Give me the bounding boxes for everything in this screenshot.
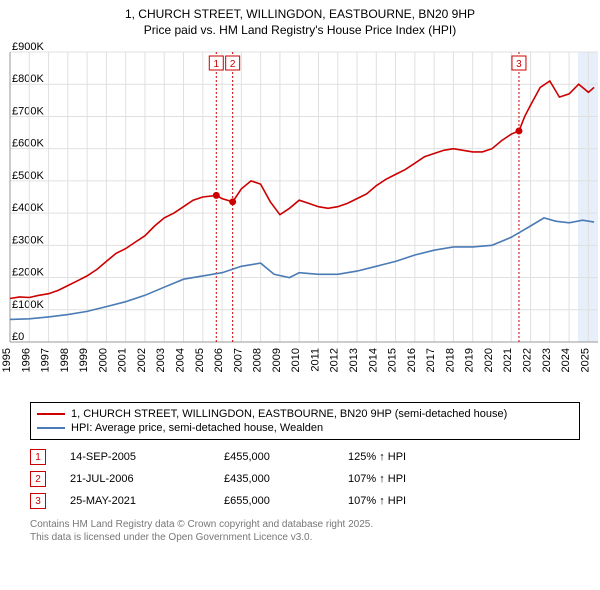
svg-text:£300K: £300K bbox=[12, 235, 44, 247]
svg-text:£0: £0 bbox=[12, 331, 24, 343]
attribution: Contains HM Land Registry data © Crown c… bbox=[30, 518, 580, 544]
plot-svg: £0 £100K £200K £300K £400K £500K £600K £700K £80… bbox=[0, 42, 600, 392]
svg-text:1997: 1997 bbox=[40, 348, 52, 372]
svg-text:2022: 2022 bbox=[522, 348, 534, 372]
svg-text:£500K: £500K bbox=[12, 170, 44, 182]
plot-area: £0 £100K £200K £300K £400K £500K £600K £700K £80… bbox=[0, 42, 600, 392]
svg-text:2019: 2019 bbox=[464, 348, 476, 372]
sale-marker-price: £455,000 bbox=[224, 451, 324, 463]
svg-text:£600K: £600K bbox=[12, 138, 44, 150]
svg-text:2016: 2016 bbox=[406, 348, 418, 372]
svg-text:1995: 1995 bbox=[1, 348, 13, 372]
svg-text:3: 3 bbox=[516, 59, 522, 70]
svg-text:£100K: £100K bbox=[12, 299, 44, 311]
title-block: 1, CHURCH STREET, WILLINGDON, EASTBOURNE… bbox=[0, 0, 600, 38]
sale-marker-date: 21-JUL-2006 bbox=[70, 473, 200, 485]
sale-marker-badge: 2 bbox=[30, 471, 46, 487]
svg-text:£900K: £900K bbox=[12, 42, 44, 53]
svg-text:£800K: £800K bbox=[12, 74, 44, 86]
svg-text:2023: 2023 bbox=[541, 348, 553, 372]
svg-text:2: 2 bbox=[230, 59, 236, 70]
sale-marker-table: 1 14-SEP-2005 £455,000 125% ↑ HPI 2 21-J… bbox=[30, 446, 580, 512]
sale-marker-pct: 107% ↑ HPI bbox=[348, 495, 406, 507]
svg-text:£400K: £400K bbox=[12, 202, 44, 214]
svg-text:2007: 2007 bbox=[232, 348, 244, 372]
sale-marker-date: 25-MAY-2021 bbox=[70, 495, 200, 507]
sale-marker-price: £435,000 bbox=[224, 473, 324, 485]
svg-text:2025: 2025 bbox=[579, 348, 591, 372]
legend-item: HPI: Average price, semi-detached house,… bbox=[37, 421, 573, 435]
legend-item: 1, CHURCH STREET, WILLINGDON, EASTBOURNE… bbox=[37, 407, 573, 421]
svg-text:2024: 2024 bbox=[560, 348, 572, 372]
attribution-line: This data is licensed under the Open Gov… bbox=[30, 531, 580, 544]
svg-text:2004: 2004 bbox=[175, 348, 187, 372]
svg-text:2011: 2011 bbox=[309, 348, 321, 372]
svg-text:2003: 2003 bbox=[155, 348, 167, 372]
svg-text:2008: 2008 bbox=[252, 348, 264, 372]
sale-marker-date: 14-SEP-2005 bbox=[70, 451, 200, 463]
svg-text:2006: 2006 bbox=[213, 348, 225, 372]
svg-text:1: 1 bbox=[214, 59, 220, 70]
svg-text:1996: 1996 bbox=[20, 348, 32, 372]
svg-text:2020: 2020 bbox=[483, 348, 495, 372]
legend-label: 1, CHURCH STREET, WILLINGDON, EASTBOURNE… bbox=[71, 408, 507, 420]
chart-container: 1, CHURCH STREET, WILLINGDON, EASTBOURNE… bbox=[0, 0, 600, 544]
sale-marker-pct: 107% ↑ HPI bbox=[348, 473, 406, 485]
title-line-1: 1, CHURCH STREET, WILLINGDON, EASTBOURNE… bbox=[0, 6, 600, 22]
legend: 1, CHURCH STREET, WILLINGDON, EASTBOURNE… bbox=[30, 402, 580, 440]
svg-text:2002: 2002 bbox=[136, 348, 148, 372]
sale-marker-pct: 125% ↑ HPI bbox=[348, 451, 406, 463]
sale-marker-price: £655,000 bbox=[224, 495, 324, 507]
sale-marker-row: 1 14-SEP-2005 £455,000 125% ↑ HPI bbox=[30, 446, 580, 468]
svg-text:£200K: £200K bbox=[12, 267, 44, 279]
svg-text:2000: 2000 bbox=[97, 348, 109, 372]
legend-swatch bbox=[37, 427, 65, 429]
svg-text:2021: 2021 bbox=[502, 348, 514, 372]
svg-text:2012: 2012 bbox=[329, 348, 341, 372]
title-line-2: Price paid vs. HM Land Registry's House … bbox=[0, 22, 600, 38]
svg-text:£700K: £700K bbox=[12, 106, 44, 118]
sale-marker-badge: 3 bbox=[30, 493, 46, 509]
attribution-line: Contains HM Land Registry data © Crown c… bbox=[30, 518, 580, 531]
svg-text:1998: 1998 bbox=[59, 348, 71, 372]
svg-text:2010: 2010 bbox=[290, 348, 302, 372]
svg-text:2001: 2001 bbox=[117, 348, 129, 372]
legend-swatch bbox=[37, 413, 65, 415]
svg-text:2017: 2017 bbox=[425, 348, 437, 372]
sale-marker-badge: 1 bbox=[30, 449, 46, 465]
sale-marker-row: 3 25-MAY-2021 £655,000 107% ↑ HPI bbox=[30, 490, 580, 512]
svg-text:2014: 2014 bbox=[367, 348, 379, 372]
svg-text:2005: 2005 bbox=[194, 348, 206, 372]
svg-text:2018: 2018 bbox=[444, 348, 456, 372]
svg-text:1999: 1999 bbox=[78, 348, 90, 372]
svg-text:2009: 2009 bbox=[271, 348, 283, 372]
svg-text:2013: 2013 bbox=[348, 348, 360, 372]
svg-text:2015: 2015 bbox=[387, 348, 399, 372]
sale-marker-row: 2 21-JUL-2006 £435,000 107% ↑ HPI bbox=[30, 468, 580, 490]
legend-label: HPI: Average price, semi-detached house,… bbox=[71, 422, 323, 434]
